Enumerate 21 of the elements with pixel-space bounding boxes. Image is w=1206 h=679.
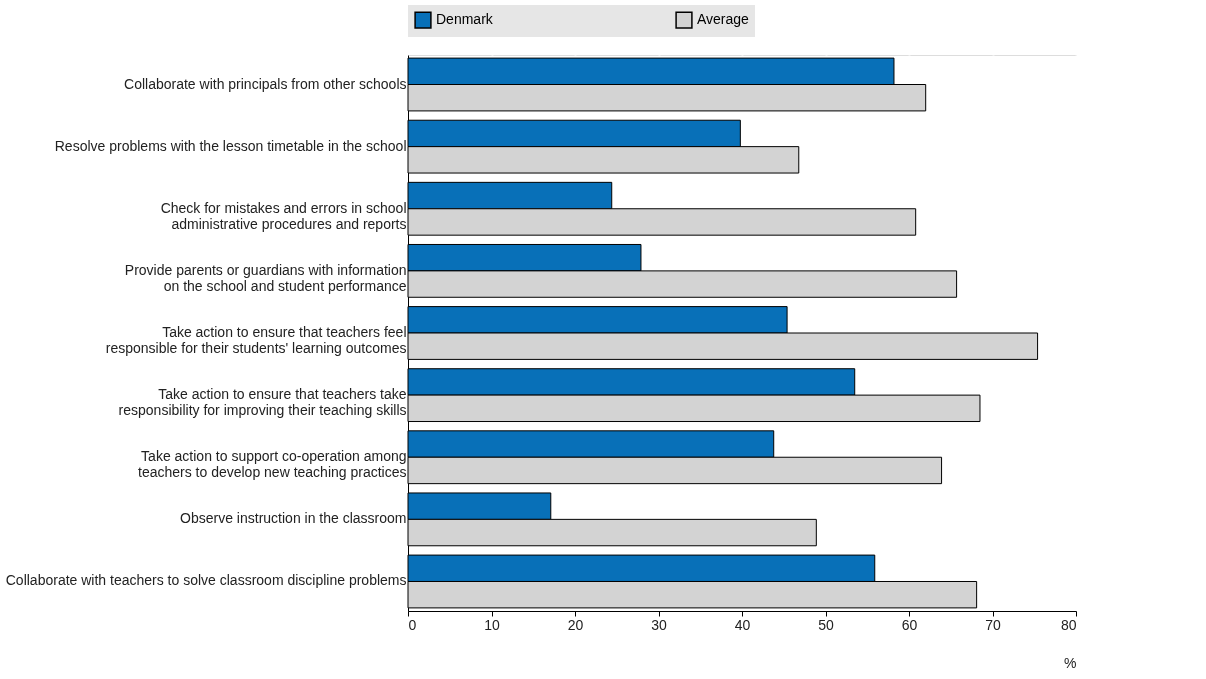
x-tick-label: 70 xyxy=(985,616,1001,633)
y-tick-label: Collaborate with teachers to solve classroom discipline problems xyxy=(5,572,407,589)
x-tick-label: 40 xyxy=(734,616,751,633)
x-tick-label: 20 xyxy=(567,616,584,633)
y-tick-label: Observe instruction in the classroom xyxy=(180,510,407,527)
x-tick-label: 80 xyxy=(1060,616,1077,633)
x-tick-label: 30 xyxy=(651,616,667,633)
y-tick-label: Resolve problems with the lesson timetable in the school xyxy=(54,137,407,154)
y-tick-label: Take action to support co-operation among teachers to develop new teaching practices xyxy=(138,448,407,481)
x-tick-label: 50 xyxy=(818,616,834,633)
legend-label: Average xyxy=(697,11,750,28)
y-tick-label: Take action to ensure that teachers take responsibility for improving their teaching skills xyxy=(118,386,407,419)
y-tick-label: Take action to ensure that teachers feel responsible for their students' learning outcomes xyxy=(105,324,407,356)
y-tick-label: Collaborate with principals from other schools xyxy=(124,75,407,92)
x-axis-title: % xyxy=(1064,654,1077,671)
x-tick-label: 0 xyxy=(408,616,417,633)
legend-label: Denmark xyxy=(436,11,494,28)
x-tick-label: 10 xyxy=(484,616,500,633)
x-tick-label: 60 xyxy=(901,616,918,633)
y-tick-label: Provide parents or guardians with information on the school and student performance xyxy=(124,261,407,294)
y-tick-label: Check for mistakes and errors in school administrative procedures and reports xyxy=(160,199,407,232)
